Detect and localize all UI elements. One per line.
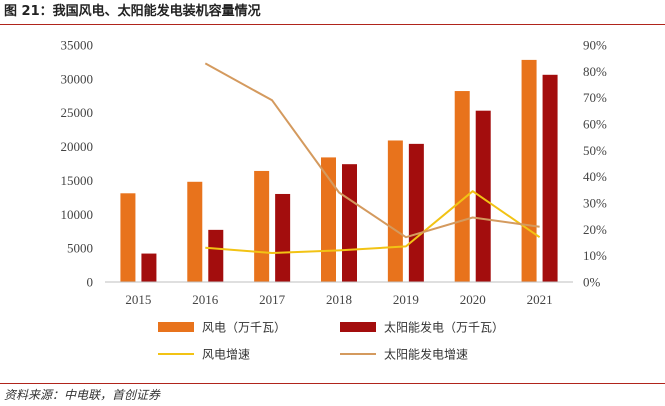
solar-bar xyxy=(275,193,291,282)
legend-label: 太阳能发电（万千瓦） xyxy=(384,320,504,335)
right-tick-label: 10% xyxy=(583,248,607,263)
right-axis-ticks: 0% 10% 20% 30% 40% 50% 60% 70% 80% 90% xyxy=(583,38,607,290)
right-tick-label: 20% xyxy=(583,222,607,237)
legend-label: 风电增速 xyxy=(202,348,250,362)
x-tick-label: 2015 xyxy=(125,292,151,307)
chart: 0 5000 10000 15000 20000 25000 30000 35000 0% 10… xyxy=(61,38,608,362)
x-tick-label: 2021 xyxy=(527,292,553,307)
left-tick-label: 10000 xyxy=(61,207,94,222)
legend-label: 太阳能发电增速 xyxy=(384,347,468,362)
x-tick-label: 2016 xyxy=(192,292,219,307)
wind-bar xyxy=(120,193,136,282)
legend-solar-growth: 太阳能发电增速 xyxy=(340,347,468,362)
chart-title: 图 21：我国风电、太阳能发电装机容量情况 xyxy=(4,4,261,19)
legend-label: 风电（万千瓦） xyxy=(202,321,286,335)
legend-wind: 风电（万千瓦） xyxy=(158,321,286,335)
solar-bar xyxy=(342,164,357,282)
wind-bar xyxy=(187,181,203,282)
left-axis-ticks: 0 5000 10000 15000 20000 25000 30000 35000 xyxy=(61,38,94,290)
legend-swatch xyxy=(158,322,194,332)
x-tick-label: 2018 xyxy=(326,292,352,307)
right-tick-label: 50% xyxy=(583,143,607,158)
left-tick-label: 35000 xyxy=(61,38,94,53)
left-tick-label: 25000 xyxy=(61,105,94,120)
right-tick-label: 30% xyxy=(583,196,607,211)
bar-series xyxy=(120,59,558,283)
wind-bar xyxy=(254,170,270,282)
line-series xyxy=(204,62,541,254)
right-tick-label: 40% xyxy=(583,169,607,184)
wind-growth-line xyxy=(205,190,541,254)
solar-growth-line xyxy=(204,62,540,239)
left-tick-label: 5000 xyxy=(67,241,93,256)
title-divider xyxy=(0,24,665,25)
x-tick-label: 2019 xyxy=(393,292,419,307)
right-tick-label: 0% xyxy=(583,275,601,290)
solar-bar xyxy=(542,74,558,283)
wind-bar xyxy=(521,59,537,283)
right-tick-label: 80% xyxy=(583,64,607,79)
wind-bar xyxy=(387,140,403,282)
right-tick-label: 90% xyxy=(583,38,607,53)
right-tick-label: 60% xyxy=(583,117,607,132)
source-note: 资料来源：中电联，首创证券 xyxy=(4,388,161,402)
solar-bar xyxy=(208,229,224,282)
left-tick-label: 20000 xyxy=(61,139,94,154)
legend-solar: 太阳能发电（万千瓦） xyxy=(340,320,504,335)
right-tick-label: 70% xyxy=(583,90,607,105)
x-tick-label: 2017 xyxy=(259,292,286,307)
left-tick-label: 30000 xyxy=(61,71,94,86)
solar-bar xyxy=(475,110,491,282)
legend: 风电（万千瓦） 太阳能发电（万千瓦） 风电增速 太阳能发电增速 xyxy=(158,320,504,362)
wind-bar xyxy=(454,91,470,282)
wind-bar xyxy=(321,157,336,282)
left-tick-label: 15000 xyxy=(61,173,94,188)
legend-swatch xyxy=(340,322,376,332)
solar-bar xyxy=(141,253,157,282)
source-divider xyxy=(0,383,665,384)
solar-bar xyxy=(408,143,424,282)
x-tick-label: 2020 xyxy=(460,292,486,307)
x-axis-ticks: 2015 2016 2017 2018 2019 2020 2021 xyxy=(125,292,552,307)
legend-wind-growth: 风电增速 xyxy=(158,348,250,362)
left-tick-label: 0 xyxy=(87,275,94,290)
